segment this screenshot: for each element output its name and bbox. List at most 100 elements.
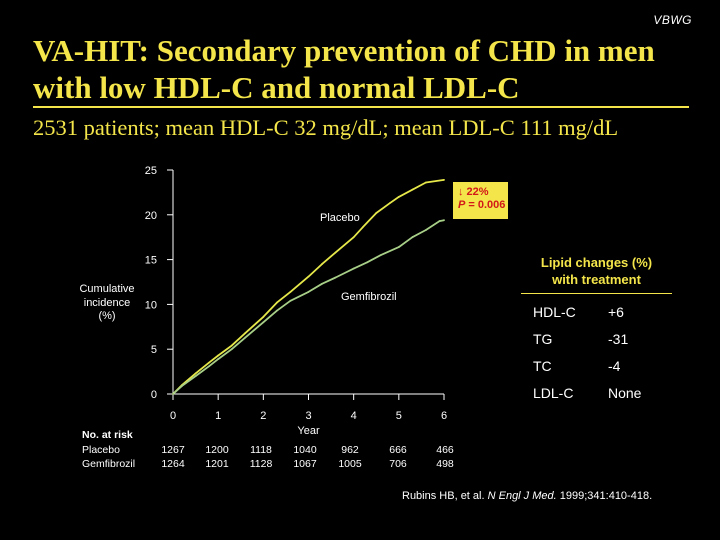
citation-journal: N Engl J Med. [487,490,557,502]
x-tick-label: 0 [170,410,176,422]
data-point-gemfibrozil [352,267,355,270]
data-point-placebo [194,372,197,375]
at-risk-value: 1201 [205,458,229,470]
data-point-placebo [230,344,233,347]
data-point-gemfibrozil [244,336,247,339]
lipid-heading-line: with treatment [552,272,641,287]
data-point-placebo [262,316,265,318]
data-point-gemfibrozil [181,385,183,387]
y-tick-label: 25 [145,165,157,177]
citation-details: 1999;341:410-418. [559,490,653,502]
x-axis-label: Year [297,425,320,437]
y-tick-label: 5 [151,344,157,356]
y-tick-label: 10 [145,299,157,311]
x-tick-label: 3 [305,410,311,422]
risk-reduction-callout: ↓ 22% P = 0.006 [453,182,508,219]
lipid-value: +6 [608,304,624,320]
at-risk-value: 666 [389,444,407,456]
data-point-gemfibrozil [425,229,427,231]
data-point-gemfibrozil [217,358,220,360]
x-tick-label: 4 [351,410,357,422]
at-risk-value: 1128 [249,458,273,470]
slide-subtitle: 2531 patients; mean HDL-C 32 mg/dL; mean… [33,115,619,140]
at-risk-value: 1267 [161,444,185,456]
p-value-line: P = 0.006 [458,199,508,212]
y-axis-label-line: Cumulative [79,283,135,295]
data-point-placebo [275,301,278,304]
lipid-value: None [608,385,642,401]
data-point-placebo [425,181,427,184]
data-point-gemfibrozil [289,299,292,302]
x-tick-label: 6 [441,410,447,422]
chart-axes [167,169,445,400]
data-point-gemfibrozil [230,348,233,351]
slide-title: VA-HIT: Secondary prevention of CHD in m… [33,33,655,105]
data-point-gemfibrozil [208,365,211,368]
data-point-gemfibrozil [438,220,441,222]
x-tick-label: 2 [260,410,266,422]
x-tick-label: 5 [396,410,402,422]
lipid-table-heading: Lipid changes (%) with treatment [521,254,672,294]
data-point-placebo [388,202,391,205]
data-point-placebo [443,178,445,181]
data-point-gemfibrozil [194,375,197,377]
data-point-gemfibrozil [443,219,445,222]
at-risk-value: 1200 [205,444,229,456]
at-risk-value: 1005 [338,458,362,470]
chart-series [172,178,445,395]
lipid-row: TG -31 [521,326,672,353]
lipid-value: -4 [608,358,621,374]
at-risk-value: 1118 [250,444,272,456]
data-point-placebo [307,275,310,278]
y-axis-label-line: incidence [83,296,131,309]
citation: Rubins HB, et al. N Engl J Med. 1999;341… [402,490,652,502]
data-point-placebo [208,361,211,364]
data-point-placebo [321,263,323,265]
data-point-placebo [217,354,220,357]
lipid-label: TC [533,358,552,374]
lipid-label: HDL-C [533,304,576,320]
data-point-placebo [334,251,337,254]
series-label-placebo: Placebo [320,212,360,224]
lipid-row: TC -4 [521,353,672,380]
lipid-changes-table: Lipid changes (%) with treatment HDL-C +… [521,254,672,407]
lipid-label: LDL-C [533,385,574,401]
title-divider [33,106,689,108]
at-risk-label: Placebo [82,444,120,456]
y-tick-label: 15 [145,255,157,267]
data-point-placebo [375,212,378,214]
at-risk-value: 1040 [293,444,317,456]
data-point-gemfibrozil [334,276,337,279]
lipid-row: LDL-C None [521,380,672,407]
data-point-gemfibrozil [307,290,310,293]
data-point-placebo [352,236,355,239]
data-point-gemfibrozil [262,321,265,324]
data-point-gemfibrozil [321,282,323,285]
citation-authors: Rubins HB, et al. [402,490,485,502]
y-axis-label: Cumulative incidence (%) [68,283,146,324]
vbwg-logo: VBWG [653,13,692,27]
at-risk-row-gemfibrozil: Gemfibrozil 1264 1201 1128 1067 1005 706… [82,457,454,471]
y-tick-label: 20 [145,210,157,222]
at-risk-row-placebo: Placebo 1267 1200 1118 1040 962 666 466 [82,443,454,457]
number-at-risk-table: No. at risk Placebo 1267 1200 1118 1040 … [82,428,454,471]
p-label: P [458,199,466,211]
lipid-heading-line: Lipid changes (%) [540,255,653,270]
y-axis-label-line: (%) [98,310,116,322]
chart-labels: 0 5 10 15 20 25 0 1 2 3 4 5 6 Year Placebo Gemfibrozil [145,165,447,437]
data-point-gemfibrozil [379,254,382,257]
at-risk-value: 706 [389,458,407,470]
data-point-gemfibrozil [411,236,414,239]
lipid-table-body: HDL-C +6 TG -31 TC -4 LDL-C None [521,299,672,407]
data-point-gemfibrozil [275,309,278,312]
lipid-value: -31 [608,331,629,347]
data-point-placebo [397,195,400,198]
p-value: = 0.006 [468,199,506,211]
series-line-gemfibrozil [172,219,445,395]
lipid-row: HDL-C +6 [521,299,672,326]
at-risk-heading: No. at risk [82,429,133,441]
at-risk-value: 1264 [161,458,185,470]
data-point-gemfibrozil [366,261,369,264]
y-tick-label: 0 [151,389,157,401]
